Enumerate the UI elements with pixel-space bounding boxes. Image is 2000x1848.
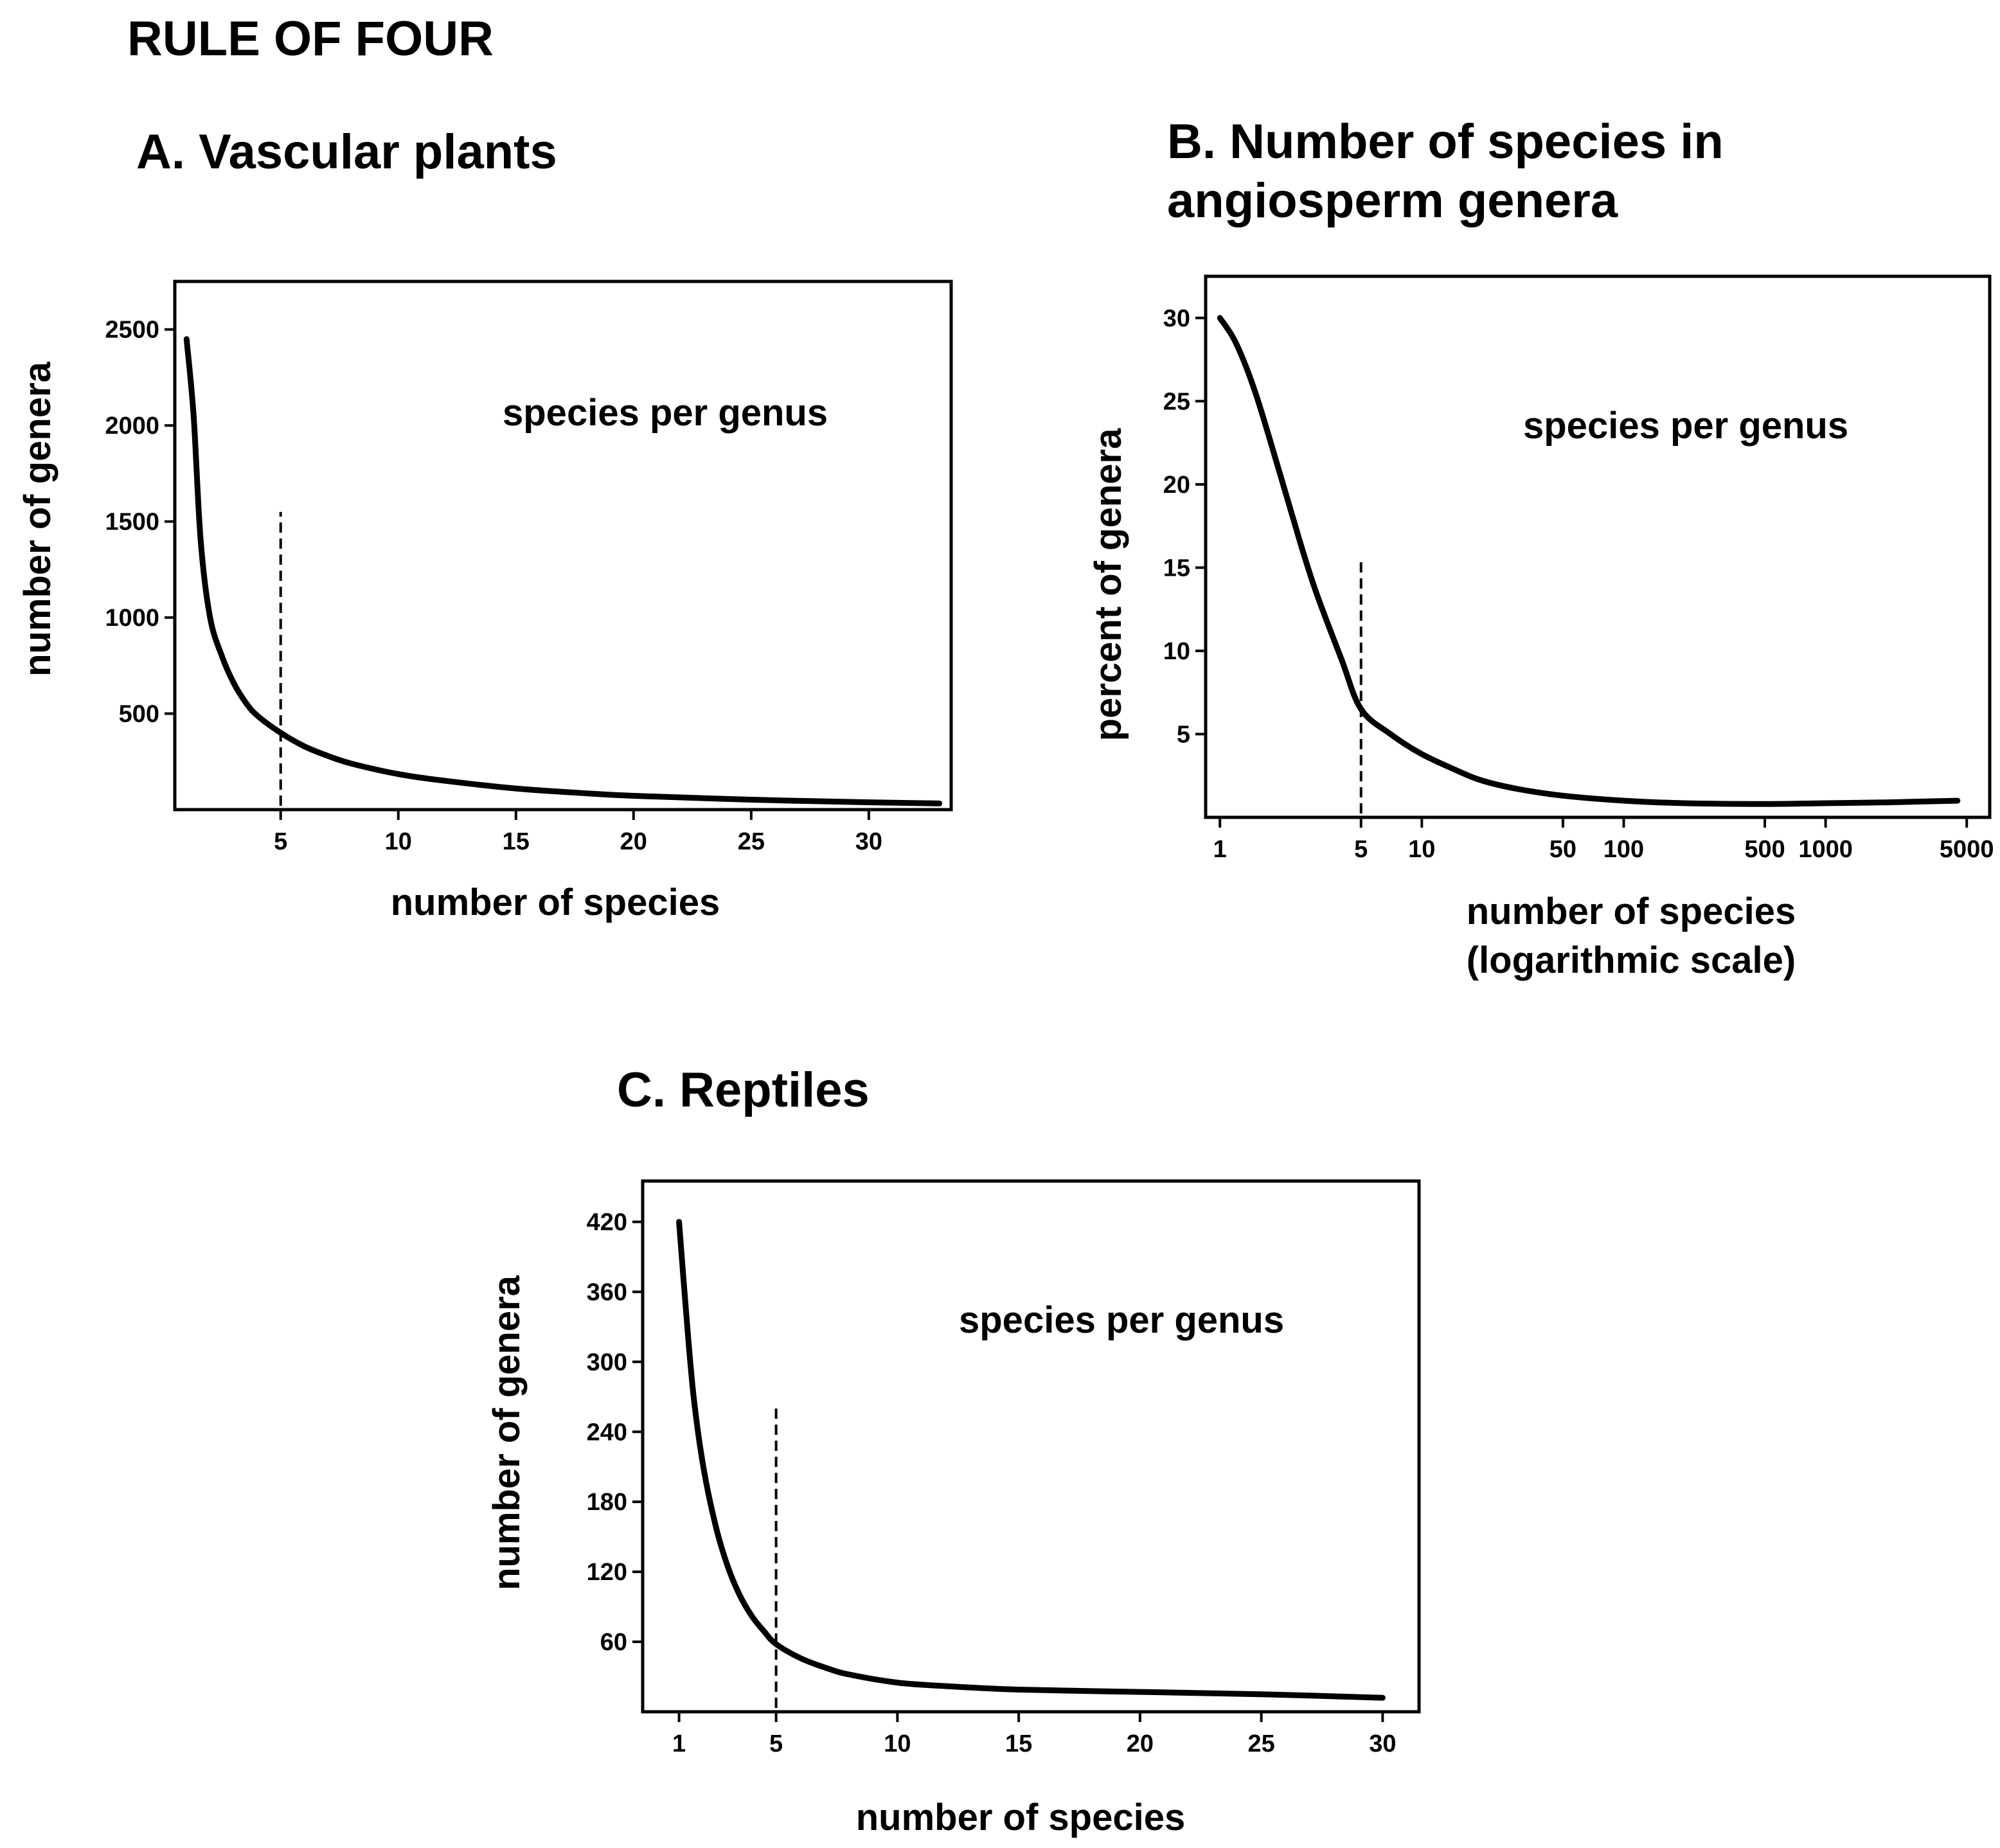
panel-a-y-axis-label: number of genera — [17, 361, 58, 677]
panel-c-x-tick-label: 15 — [1005, 1730, 1032, 1757]
panel-c-x-tick-label: 10 — [884, 1730, 911, 1757]
panel-a-y-tick-label: 1500 — [105, 509, 159, 536]
panel-b-x-axis-label-line-2: (logarithmic scale) — [1467, 939, 1796, 981]
panel-a-y-tick-label: 500 — [119, 701, 159, 728]
panel-a-title: A. Vascular plants — [136, 125, 557, 179]
panel-b-title-line-2: angiosperm genera — [1167, 173, 1618, 228]
panel-a-x-axis-label: number of species — [391, 882, 720, 923]
panel-a-y-tick-label: 2500 — [105, 317, 159, 344]
panel-b-plot-frame — [1204, 274, 1992, 819]
panel-b-y-tick-label: 10 — [1163, 638, 1190, 665]
panel-c-y-axis-label: number of genera — [486, 1275, 528, 1590]
panel-c-y-tick-label: 420 — [587, 1209, 627, 1236]
panel-c-x-tick-label: 5 — [769, 1730, 783, 1757]
panel-a-x-tick-label: 10 — [385, 828, 412, 855]
panel-a-x-tick-label: 15 — [503, 828, 530, 855]
panel-c-y-ticks: 60 120 180 240 300 360 420 — [587, 1209, 643, 1656]
panel-a-y-tick-label: 2000 — [105, 413, 159, 440]
panel-c-y-tick-label: 120 — [587, 1559, 627, 1586]
panel-b: B. Number of species in angiosperm gener… — [1087, 114, 1994, 981]
panel-b-y-tick-label: 30 — [1163, 305, 1190, 332]
panel-a-x-tick-label: 20 — [620, 828, 647, 855]
panel-b-x-tick-label: 500 — [1744, 836, 1785, 863]
panel-b-series-line — [1217, 315, 1961, 807]
panel-c-plot-frame — [641, 1179, 1421, 1714]
panel-c-title: C. Reptiles — [617, 1063, 870, 1117]
panel-a: A. Vascular plants species per genus 5 10… — [17, 125, 953, 923]
panel-b-title-line-1: B. Number of species in — [1167, 114, 1724, 169]
panel-c: C. Reptiles species per genus 1 5 10 15 20 25… — [486, 1063, 1421, 1838]
panel-b-x-tick-label: 100 — [1603, 836, 1644, 863]
panel-b-y-axis-label: percent of genera — [1087, 428, 1129, 741]
panel-c-annotation: species per genus — [959, 1299, 1284, 1341]
panel-c-y-tick-label: 180 — [587, 1489, 627, 1516]
panel-c-y-tick-label: 60 — [600, 1629, 627, 1656]
panel-b-x-tick-label: 1000 — [1798, 836, 1853, 863]
panel-b-y-ticks: 5 10 15 20 25 30 — [1163, 305, 1206, 748]
panel-b-x-axis-label-line-1: number of species — [1467, 891, 1796, 932]
panel-c-x-tick-label: 30 — [1369, 1730, 1396, 1757]
panel-b-y-tick-label: 15 — [1163, 555, 1190, 582]
panel-b-x-ticks: 1 5 10 50 100 500 1000 5000 — [1213, 817, 1994, 863]
panel-b-x-tick-label: 1 — [1213, 836, 1227, 863]
panel-a-x-tick-label: 5 — [274, 828, 287, 855]
panel-c-series-line — [676, 1219, 1386, 1701]
figure-title: RULE OF FOUR — [127, 12, 494, 66]
panel-b-x-tick-label: 5 — [1354, 836, 1368, 863]
panel-b-y-tick-label: 20 — [1163, 472, 1190, 499]
panel-c-x-tick-label: 20 — [1127, 1730, 1154, 1757]
panel-a-x-tick-label: 25 — [738, 828, 765, 855]
panel-c-y-tick-label: 300 — [587, 1349, 627, 1376]
panel-c-y-tick-label: 240 — [587, 1419, 627, 1446]
panel-a-annotation: species per genus — [503, 392, 828, 434]
panel-a-x-ticks: 5 10 15 20 25 30 — [274, 810, 882, 855]
panel-a-x-tick-label: 30 — [855, 828, 882, 855]
panel-a-y-tick-label: 1000 — [105, 605, 159, 632]
panel-b-x-tick-label: 5000 — [1940, 836, 1994, 863]
panel-b-annotation: species per genus — [1523, 405, 1848, 447]
panel-c-x-tick-label: 25 — [1247, 1730, 1274, 1757]
panel-b-y-tick-label: 25 — [1163, 388, 1190, 415]
panel-a-y-ticks: 500 1000 1500 2000 2500 — [105, 317, 175, 728]
panel-c-x-tick-label: 1 — [672, 1730, 686, 1757]
panel-a-series-line — [183, 336, 943, 806]
panel-a-plot-frame — [173, 280, 953, 812]
panel-b-x-tick-label: 50 — [1549, 836, 1576, 863]
panel-c-x-axis-label: number of species — [856, 1797, 1185, 1838]
panel-c-y-tick-label: 360 — [587, 1279, 627, 1306]
panel-c-x-ticks: 1 5 10 15 20 25 30 — [672, 1712, 1397, 1757]
panel-b-x-tick-label: 10 — [1408, 836, 1435, 863]
panel-b-y-tick-label: 5 — [1177, 721, 1190, 748]
